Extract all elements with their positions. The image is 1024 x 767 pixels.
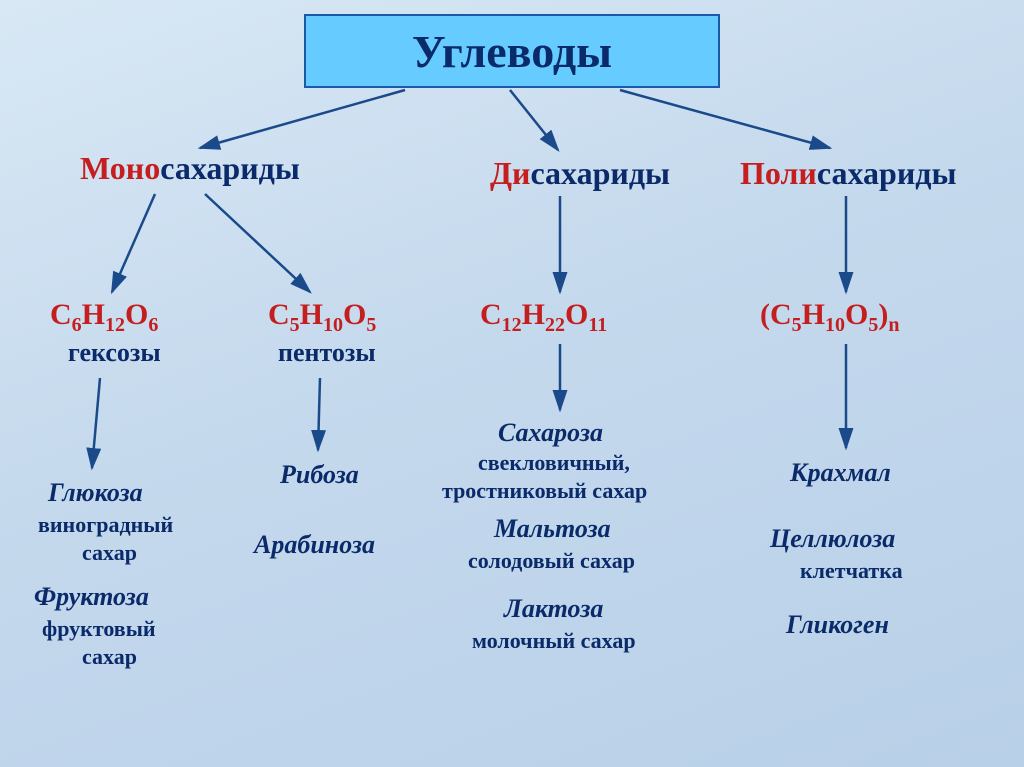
- formula-hexose: C6H12O6: [50, 298, 158, 337]
- poly-prefix: Поли: [740, 155, 817, 191]
- example-glucose-sub1: виноградный: [38, 512, 173, 538]
- example-fructose: Фруктоза: [34, 582, 149, 612]
- example-starch: Крахмал: [790, 458, 891, 488]
- example-maltose: Мальтоза: [494, 514, 611, 544]
- example-lactose: Лактоза: [504, 594, 603, 624]
- example-glycogen: Гликоген: [786, 610, 889, 640]
- example-saccharose-sub2: тростниковый сахар: [442, 478, 647, 504]
- category-poly: Полисахариды: [740, 155, 956, 192]
- example-cellulose: Целлюлоза: [770, 524, 895, 554]
- formula-polysaccharide: (C5H10O5)n: [760, 298, 899, 337]
- example-fructose-sub1: фруктовый: [42, 616, 156, 642]
- example-saccharose-sub1: свекловичный,: [478, 450, 630, 476]
- example-glucose-sub2: сахар: [82, 540, 137, 566]
- example-glucose: Глюкоза: [48, 478, 143, 508]
- mono-suffix: сахариды: [160, 150, 300, 186]
- example-cellulose-sub: клетчатка: [800, 558, 903, 584]
- example-arabinose: Арабиноза: [254, 530, 375, 560]
- example-lactose-sub: молочный сахар: [472, 628, 636, 654]
- di-prefix: Ди: [490, 155, 530, 191]
- mono-prefix: Моно: [80, 150, 160, 186]
- formula-pentose: C5H10O5: [268, 298, 376, 337]
- category-di: Дисахариды: [490, 155, 670, 192]
- example-saccharose: Сахароза: [498, 418, 603, 448]
- label-hexose: гексозы: [68, 338, 161, 368]
- example-fructose-sub2: сахар: [82, 644, 137, 670]
- example-ribose: Рибоза: [280, 460, 359, 490]
- category-mono: Моносахариды: [80, 150, 300, 187]
- poly-suffix: сахариды: [817, 155, 957, 191]
- formula-disaccharide: C12H22O11: [480, 298, 607, 337]
- title-text: Углеводы: [412, 25, 612, 78]
- di-suffix: сахариды: [530, 155, 670, 191]
- title-box: Углеводы: [304, 14, 720, 88]
- label-pentose: пентозы: [278, 338, 376, 368]
- example-maltose-sub: солодовый сахар: [468, 548, 635, 574]
